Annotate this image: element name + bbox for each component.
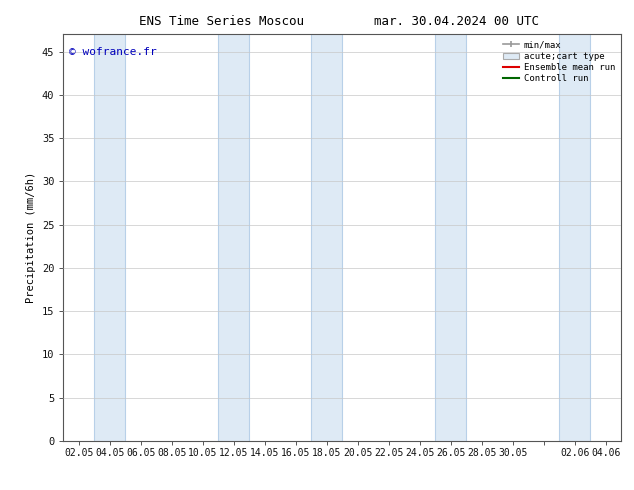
Text: ENS Time Series Moscou: ENS Time Series Moscou [139, 15, 304, 28]
Legend: min/max, acute;cart type, Ensemble mean run, Controll run: min/max, acute;cart type, Ensemble mean … [501, 39, 617, 85]
Bar [436, 34, 467, 441]
Text: mar. 30.04.2024 00 UTC: mar. 30.04.2024 00 UTC [374, 15, 539, 28]
Y-axis label: Precipitation (mm/6h): Precipitation (mm/6h) [27, 172, 36, 303]
Bar [94, 34, 126, 441]
Text: © wofrance.fr: © wofrance.fr [69, 47, 157, 56]
Bar [311, 34, 342, 441]
Bar [559, 34, 590, 441]
Bar [218, 34, 249, 441]
